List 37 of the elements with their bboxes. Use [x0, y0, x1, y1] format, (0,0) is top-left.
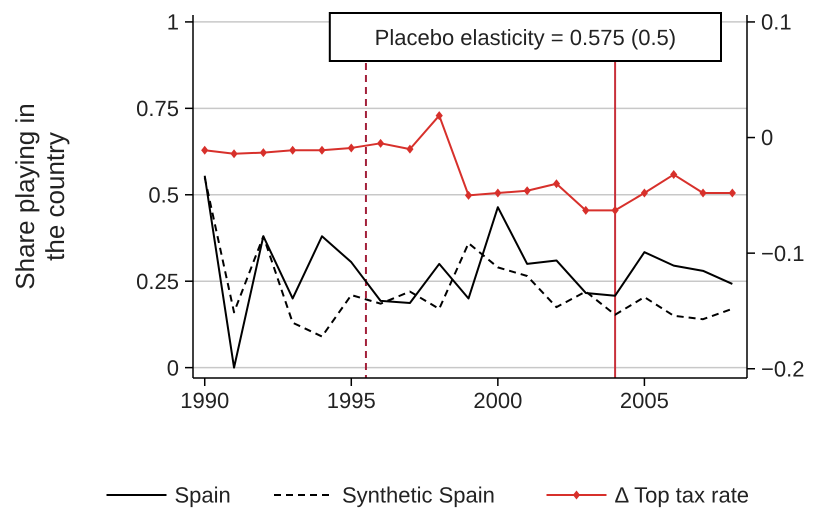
point: [524, 186, 531, 196]
point: [494, 188, 502, 198]
point: [348, 143, 355, 152]
y2-tick-label: −0.1: [761, 240, 804, 266]
point: [318, 146, 326, 155]
legend-label: Spain: [174, 482, 231, 508]
point: [436, 111, 443, 120]
y2-tick-label: 0: [761, 125, 774, 150]
point: [230, 149, 238, 158]
point: [670, 170, 678, 180]
point: [201, 146, 208, 155]
y-tick-label: 0.5: [148, 182, 179, 208]
y2-tick-label: 0.1: [761, 10, 792, 35]
point: [377, 138, 384, 148]
x-tick-label: 2000: [473, 388, 522, 413]
y-tick-label: 0.75: [136, 96, 179, 122]
y-tick-label: 0: [166, 355, 179, 380]
point: [640, 188, 648, 198]
point: [552, 179, 560, 188]
x-tick-label: 2005: [620, 388, 669, 413]
point: [289, 146, 296, 155]
x-tick-label: 1990: [180, 388, 230, 413]
point: [582, 206, 590, 215]
point: [260, 148, 267, 158]
point: [611, 206, 619, 215]
point: [406, 144, 414, 154]
x-tick-label: 1995: [326, 388, 376, 413]
y2-tick-label: −0.2: [761, 356, 804, 382]
legend-label: Δ Top tax rate: [614, 482, 750, 508]
point: [464, 190, 472, 200]
point: [728, 188, 736, 198]
point: [699, 188, 707, 198]
annotation: Placebo elasticity = 0.575 (0.5): [374, 25, 676, 50]
legend-label: Synthetic Spain: [342, 482, 495, 508]
y-tick-label: 0.25: [136, 268, 179, 294]
y-axis-title: Share playing in the country: [10, 103, 70, 290]
y-tick-label: 1: [166, 10, 179, 35]
